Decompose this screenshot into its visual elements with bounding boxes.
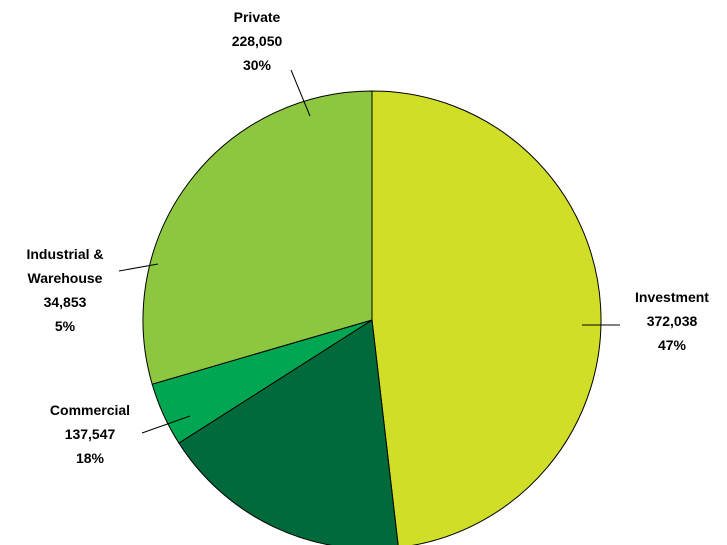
leader-line-industrial-warehouse: [118, 263, 159, 272]
pie-slice-investment: [371, 90, 602, 545]
pie-slice-commercial: [178, 319, 399, 545]
slice-label-commercial: Commercial 137,547 18%: [50, 402, 130, 466]
slice-label-private: Private 228,050 30%: [232, 9, 283, 73]
slice-label-investment: Investment 372,038 47%: [635, 289, 709, 353]
slice-label-industrial-warehouse: Industrial & Warehouse 34,853 5%: [26, 246, 103, 334]
leader-line-commercial: [141, 415, 191, 434]
pie-slice-private: [142, 90, 373, 385]
leader-line-private: [290, 69, 311, 117]
